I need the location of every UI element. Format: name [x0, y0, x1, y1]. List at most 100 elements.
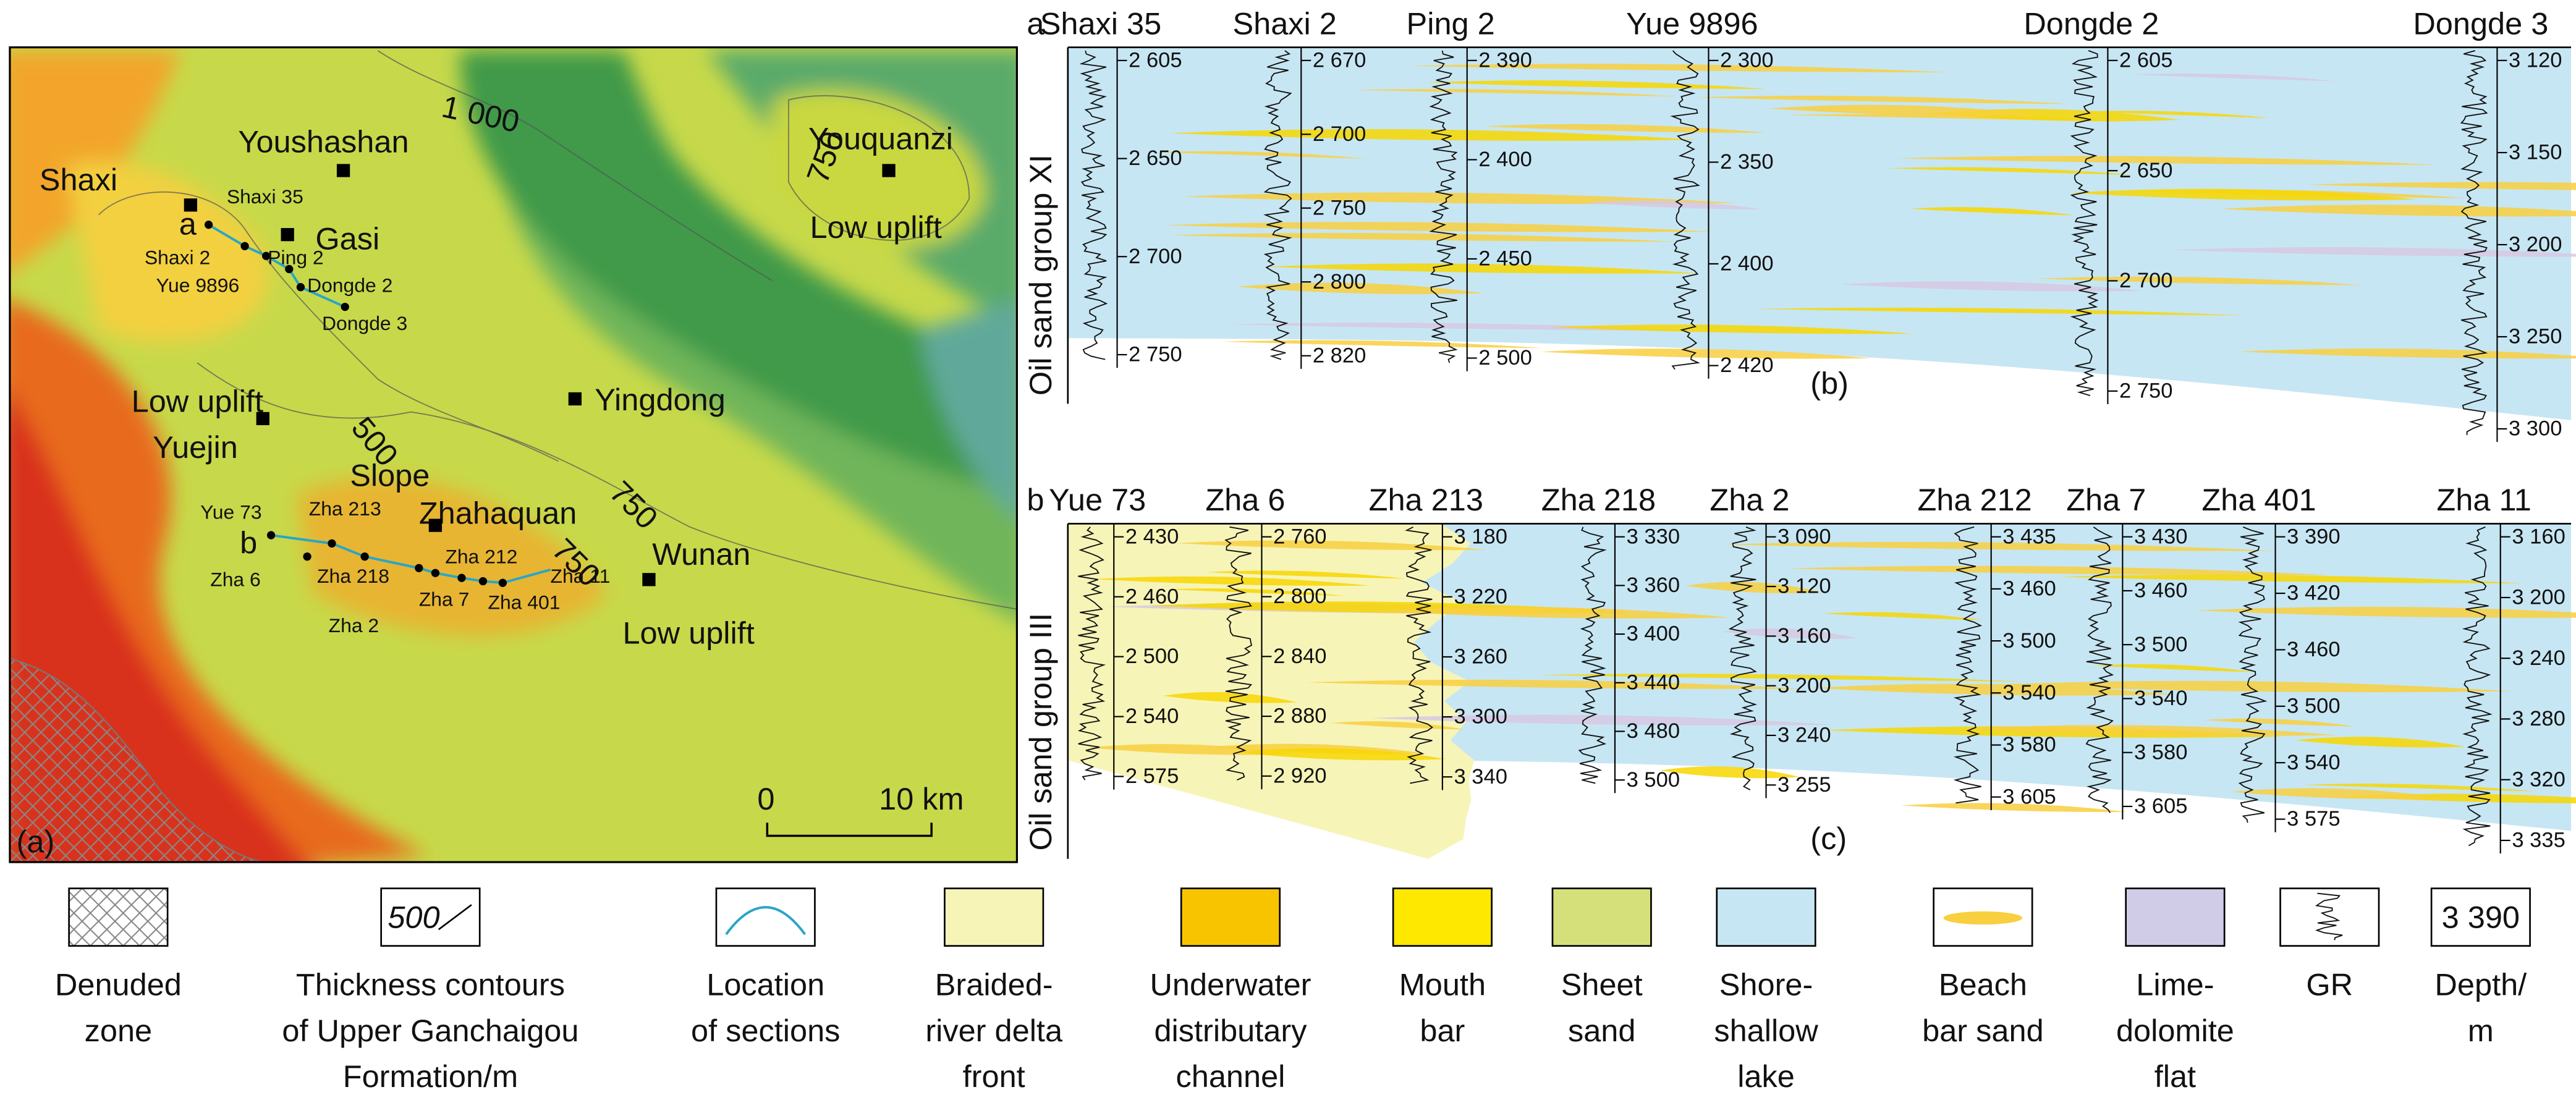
gr-log	[1405, 526, 1433, 784]
gr-log	[2462, 526, 2493, 847]
sand-lens	[2036, 276, 2362, 286]
depth-label: 3 480	[1627, 719, 1680, 743]
legend-label: sand	[1568, 1013, 1636, 1048]
town-marker	[428, 518, 443, 532]
legend-swatch	[1180, 887, 1281, 947]
gr-log	[1670, 50, 1700, 370]
depth-label: 2 605	[1129, 49, 1182, 72]
well-dot	[240, 242, 249, 250]
sand-lens	[1756, 307, 2243, 316]
scale-bar	[766, 823, 933, 837]
legend-swatch	[2279, 887, 2380, 947]
legend-label: channel	[1176, 1059, 1286, 1094]
gr-log	[2085, 527, 2114, 813]
panel-label: (c)	[1810, 821, 1847, 856]
depth-label: 2 500	[1125, 645, 1179, 668]
depth-label: 3 605	[2002, 785, 2056, 808]
gr-log	[1077, 527, 1106, 781]
sand-lens	[1585, 200, 1763, 209]
depth-label: 3 200	[1777, 674, 1831, 697]
legend-label: Depth/	[2434, 967, 2527, 1002]
gr-log	[1429, 50, 1458, 363]
town-marker	[882, 164, 896, 177]
depth-label: 3 280	[2512, 707, 2565, 730]
depth-label: 3 400	[1627, 622, 1680, 646]
sand-lens	[2132, 74, 2336, 82]
sand-lens	[1266, 263, 1700, 274]
depth-label: 3 500	[2134, 633, 2187, 656]
depth-label: 2 760	[1273, 525, 1326, 548]
well-dot	[261, 252, 271, 260]
legend-label: flat	[2154, 1059, 2196, 1094]
well-name: Yue 73	[1049, 482, 1146, 517]
well-label: Yue 9896	[156, 274, 240, 297]
sand-lens	[2302, 784, 2535, 792]
scale-label: 10 km	[879, 781, 964, 816]
well-name: Shaxi 2	[1232, 6, 1336, 41]
well-name: Zha 213	[1369, 482, 1483, 517]
depth-label: 3 180	[1454, 525, 1507, 548]
place-name: Low uplift	[132, 384, 263, 419]
legend-label: front	[963, 1059, 1025, 1094]
gr-log	[1224, 526, 1253, 781]
legend-label: Braided-	[935, 967, 1053, 1002]
legend-label: Underwater	[1150, 967, 1311, 1002]
legend-label: Location	[706, 967, 824, 1002]
gr-log	[1263, 50, 1292, 360]
depth-label: 2 400	[1720, 252, 1773, 276]
well-label: Zha 2	[329, 614, 379, 637]
depth-label: 3 260	[1454, 645, 1507, 669]
depth-label: 2 700	[1129, 245, 1182, 268]
depth-label: 3 330	[1627, 525, 1680, 548]
depth-label: 3 120	[1777, 575, 1831, 598]
sand-lens	[1769, 104, 2042, 116]
depth-label: 2 460	[1125, 585, 1179, 608]
legend-label: lake	[1737, 1059, 1795, 1094]
section-line-a	[208, 223, 346, 308]
place-name: Slope	[350, 457, 430, 493]
sand-lens	[1897, 156, 2436, 165]
section-mark: a	[179, 206, 197, 242]
town-marker	[281, 228, 294, 242]
depth-label: 3 460	[2287, 638, 2340, 661]
place-name: Yingdong	[595, 382, 726, 417]
panel-label: (b)	[1810, 365, 1849, 400]
legend-swatch	[68, 887, 169, 947]
place-name: Low uplift	[622, 616, 754, 651]
well-label: Yue 73	[200, 501, 261, 523]
depth-label: 3 460	[2002, 577, 2056, 601]
well-label: Zha 6	[210, 568, 261, 590]
well-dot	[498, 578, 507, 587]
well-name: Zha 218	[1541, 482, 1656, 517]
depth-label: 2 650	[1129, 146, 1182, 170]
well-name: Zha 212	[1917, 482, 2032, 517]
depth-label: 2 390	[1478, 49, 1532, 72]
legend-swatch	[1551, 887, 1652, 947]
depth-label: 3 335	[2512, 829, 2565, 852]
depth-label: 2 800	[1273, 585, 1326, 608]
town-marker	[568, 392, 582, 406]
depth-label: 3 430	[2134, 525, 2187, 548]
depth-label: 3 360	[1627, 573, 1680, 597]
sand-lens	[1354, 89, 1679, 97]
depth-label: 3 605	[2134, 795, 2187, 818]
legend-label: of Upper Ganchaigou	[282, 1013, 578, 1048]
well-dot	[204, 221, 213, 229]
well-label: Dongde 2	[307, 274, 392, 297]
legend-label: Mouth	[1399, 967, 1486, 1002]
sand-lens	[1155, 151, 1367, 159]
depth-label: 2 700	[1313, 122, 1366, 146]
legend-label: zone	[85, 1013, 153, 1048]
well-label: Zha 218	[317, 565, 389, 587]
section-prefix: b	[1027, 482, 1044, 517]
legend-label: bar	[1420, 1013, 1465, 1048]
depth-label: 3 240	[1777, 724, 1831, 747]
sand-lens	[1551, 324, 1913, 334]
legend-swatch	[715, 887, 816, 947]
well-dot	[341, 302, 349, 311]
map-background	[9, 47, 1017, 863]
well-name: Zha 6	[1205, 482, 1285, 517]
depth-label: 2 750	[1129, 343, 1182, 366]
place-name: Gasi	[315, 221, 379, 256]
